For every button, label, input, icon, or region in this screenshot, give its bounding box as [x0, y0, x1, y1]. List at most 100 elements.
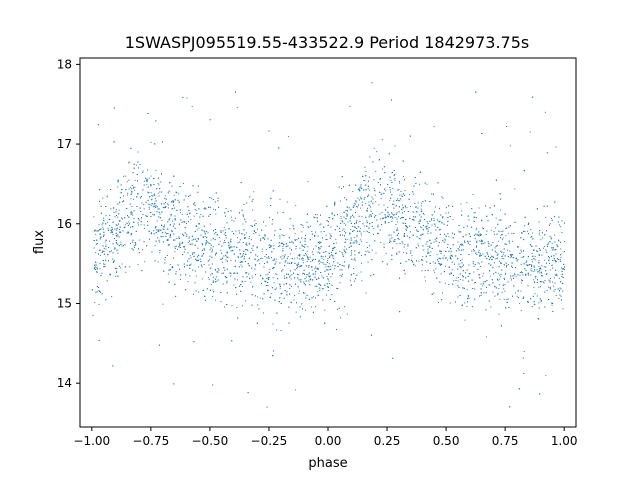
data-point [384, 222, 386, 224]
data-point [365, 171, 367, 172]
data-point [219, 237, 220, 238]
data-point [426, 225, 428, 227]
data-point [319, 224, 321, 226]
data-point [465, 272, 466, 274]
data-point [422, 225, 424, 226]
data-point [353, 230, 355, 232]
data-point [215, 299, 217, 301]
data-point [154, 143, 156, 145]
data-point [344, 197, 346, 199]
data-point [560, 299, 562, 301]
data-point [485, 292, 487, 294]
data-point [417, 230, 419, 232]
data-point [422, 259, 424, 261]
data-point [348, 267, 349, 269]
data-point [120, 184, 122, 186]
data-point [158, 229, 160, 231]
data-point [151, 198, 153, 200]
data-point [363, 189, 365, 191]
data-point [537, 271, 538, 273]
data-point [243, 203, 245, 205]
data-point [251, 200, 253, 202]
data-point [388, 216, 389, 218]
data-point [332, 249, 334, 251]
data-point [457, 248, 459, 250]
data-point [466, 306, 468, 308]
data-point [131, 185, 133, 186]
data-point [388, 214, 390, 216]
data-point [179, 242, 181, 244]
data-point [373, 147, 375, 149]
data-point [421, 270, 423, 272]
data-point [96, 267, 98, 269]
data-point [354, 240, 356, 242]
data-point [411, 255, 413, 257]
data-point [178, 236, 180, 238]
data-point [179, 243, 181, 245]
data-point [478, 240, 480, 242]
data-point [271, 223, 273, 225]
data-point [174, 283, 176, 285]
data-point [130, 243, 131, 244]
data-point [531, 253, 533, 254]
data-point [398, 251, 400, 253]
data-point [538, 318, 540, 320]
data-point [234, 260, 236, 262]
data-point [488, 245, 490, 247]
data-point [551, 302, 553, 304]
data-point [561, 273, 563, 275]
data-point [467, 301, 469, 303]
data-point [368, 201, 370, 203]
data-point [436, 253, 438, 255]
data-point [183, 235, 185, 237]
data-point [315, 297, 316, 299]
data-point [219, 240, 221, 242]
data-point [150, 232, 152, 234]
data-point [222, 257, 224, 259]
data-point [432, 193, 434, 195]
data-point [398, 200, 400, 202]
data-point [224, 240, 225, 242]
data-point [153, 193, 155, 195]
data-point [480, 235, 482, 236]
data-point [485, 336, 487, 338]
data-point [260, 238, 262, 240]
data-point [482, 283, 484, 285]
data-point [103, 250, 105, 252]
data-point [132, 198, 134, 200]
chart-title: 1SWASPJ095519.55-433522.9 Period 1842973… [125, 33, 530, 52]
data-point [330, 235, 332, 237]
data-point [255, 264, 257, 266]
data-point [501, 239, 503, 241]
data-point [513, 233, 515, 234]
data-point [235, 230, 237, 232]
data-point [265, 285, 267, 286]
data-point [179, 186, 181, 188]
data-point [404, 179, 405, 181]
data-point [127, 224, 129, 226]
data-point [139, 207, 141, 209]
data-point [341, 220, 343, 222]
data-point [163, 226, 165, 228]
data-point [397, 189, 399, 191]
data-point [505, 243, 507, 245]
data-point [179, 268, 180, 270]
data-point [450, 257, 451, 259]
data-point [416, 211, 418, 213]
data-point [170, 214, 172, 216]
data-point [349, 220, 351, 222]
data-point [354, 259, 356, 261]
data-point [256, 246, 258, 248]
data-point [560, 288, 562, 290]
data-point [457, 296, 459, 298]
data-point [223, 233, 225, 235]
data-point [451, 269, 453, 271]
data-point [543, 259, 545, 261]
data-point [318, 259, 320, 261]
data-point [552, 303, 554, 304]
data-point [172, 200, 174, 201]
data-point [418, 237, 420, 239]
data-point [460, 254, 462, 255]
data-point [352, 206, 354, 208]
data-point [279, 198, 281, 200]
